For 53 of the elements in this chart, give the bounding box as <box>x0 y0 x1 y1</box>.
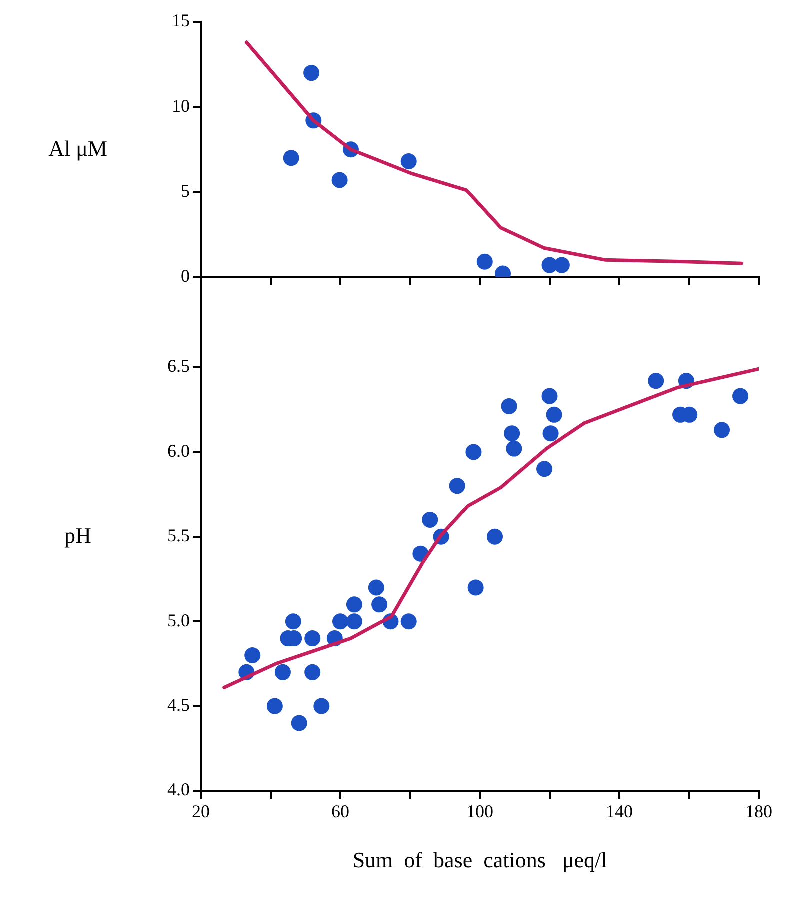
y-tick-label: 5 <box>181 180 190 201</box>
point <box>285 614 302 630</box>
point <box>304 65 320 82</box>
y-axis-title: Al μM <box>48 136 108 162</box>
point <box>542 388 558 404</box>
point <box>476 254 493 270</box>
x-tick-label: 180 <box>746 802 772 822</box>
point <box>536 461 553 478</box>
point <box>486 529 503 546</box>
point <box>266 698 283 714</box>
point <box>449 478 466 494</box>
y-tick-label: 15 <box>172 10 190 31</box>
point <box>468 580 484 596</box>
point <box>304 630 321 647</box>
x-tick-label: 100 <box>466 802 494 822</box>
y-tick-label: 4.0 <box>168 780 190 800</box>
y-tick-label: 6.0 <box>168 441 190 462</box>
x-tick-label: 140 <box>606 802 633 822</box>
point <box>400 154 417 170</box>
point <box>400 614 417 630</box>
point <box>314 698 330 714</box>
point <box>274 664 291 681</box>
y-axis-title: pH <box>64 523 92 550</box>
point <box>714 422 730 438</box>
y-tick-label: 4.5 <box>168 695 190 716</box>
y-tick-label: 5.0 <box>168 610 190 631</box>
point <box>332 614 348 630</box>
point <box>244 648 261 664</box>
point <box>504 426 520 442</box>
point <box>542 426 559 442</box>
y-tick-label: 5.5 <box>168 526 190 546</box>
point <box>346 614 362 630</box>
point <box>506 441 522 457</box>
point <box>332 172 348 188</box>
x-tick-label: 60 <box>332 802 350 822</box>
point <box>501 398 518 415</box>
y-tick-label: 6.5 <box>168 356 190 376</box>
point <box>283 150 300 166</box>
point <box>422 512 438 528</box>
point <box>732 388 749 404</box>
x-tick-label: 20 <box>192 802 210 822</box>
y-tick-label: 10 <box>172 96 190 116</box>
y-tick-label: 0 <box>181 266 190 286</box>
point <box>546 407 562 424</box>
point <box>346 596 362 613</box>
point <box>368 580 384 596</box>
point <box>554 257 570 274</box>
point <box>291 715 308 732</box>
point <box>304 664 321 681</box>
point <box>648 373 664 390</box>
point <box>466 444 482 460</box>
point <box>372 596 388 613</box>
x-axis-title: Sum of base cations μeq/l <box>352 848 608 873</box>
